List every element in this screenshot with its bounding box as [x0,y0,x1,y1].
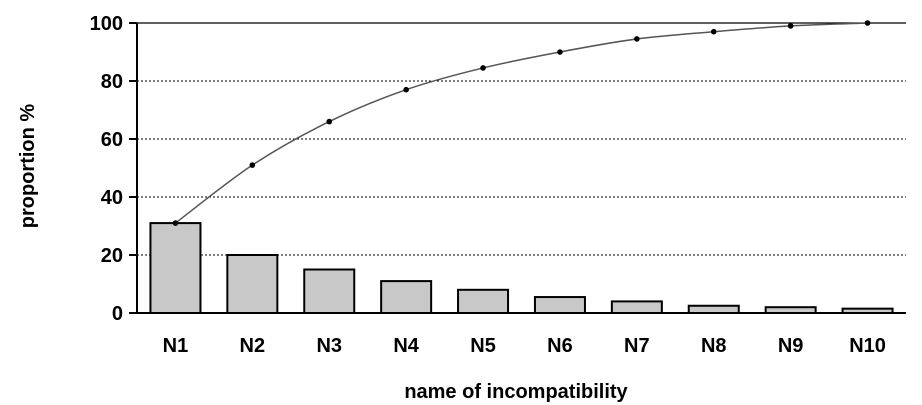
line-layer [172,20,871,226]
x-tick-label: N5 [470,335,496,357]
bar-N3 [303,268,356,314]
bar-N6 [533,296,586,314]
bar-N5 [457,288,510,314]
x-tick-label: N9 [778,335,804,357]
x-tick-label: N3 [316,335,342,357]
cumulative-point-N8 [710,28,717,35]
cumulative-point-N4 [403,86,409,93]
y-tick-label: 40 [101,187,123,209]
axis-layer [129,22,906,314]
x-axis-title: name of incompatibility [404,381,628,403]
bar-N1 [149,222,202,315]
x-tick-label: N7 [624,335,650,357]
x-tick-label: N6 [547,335,573,357]
cumulative-point-N7 [634,36,640,42]
bar-N7 [610,300,663,314]
x-tick-label: N2 [240,335,266,357]
y-tick-label: 100 [90,13,123,35]
y-tick-label: 80 [101,71,123,93]
y-tick-label: 60 [101,129,123,151]
y-axis-title: proportion % [17,104,39,229]
x-tick-label: N10 [849,335,886,357]
bar-N4 [380,280,433,315]
cumulative-point-N2 [249,162,256,168]
y-tick-label: 20 [101,245,123,267]
bar-N8 [687,304,740,314]
x-tick-label: N4 [393,335,419,357]
cumulative-point-N6 [557,49,563,55]
grid-layer [137,22,906,256]
bar-N2 [226,254,279,314]
cumulative-point-N10 [864,20,871,26]
bar-layer [149,222,894,315]
cumulative-point-N1 [172,220,179,226]
x-tick-label: N1 [163,335,189,357]
label-layer: 0 20 40 60 80 100 N1 N2 N3 N4 N5 N6 N7 N8 N9 N10 [90,13,886,357]
cumulative-point-N3 [326,118,333,125]
y-tick-label: 0 [112,303,123,325]
cumulative-line [174,22,868,224]
cumulative-point-N5 [480,65,486,71]
cumulative-point-N9 [787,23,794,29]
x-tick-label: N8 [701,335,727,357]
